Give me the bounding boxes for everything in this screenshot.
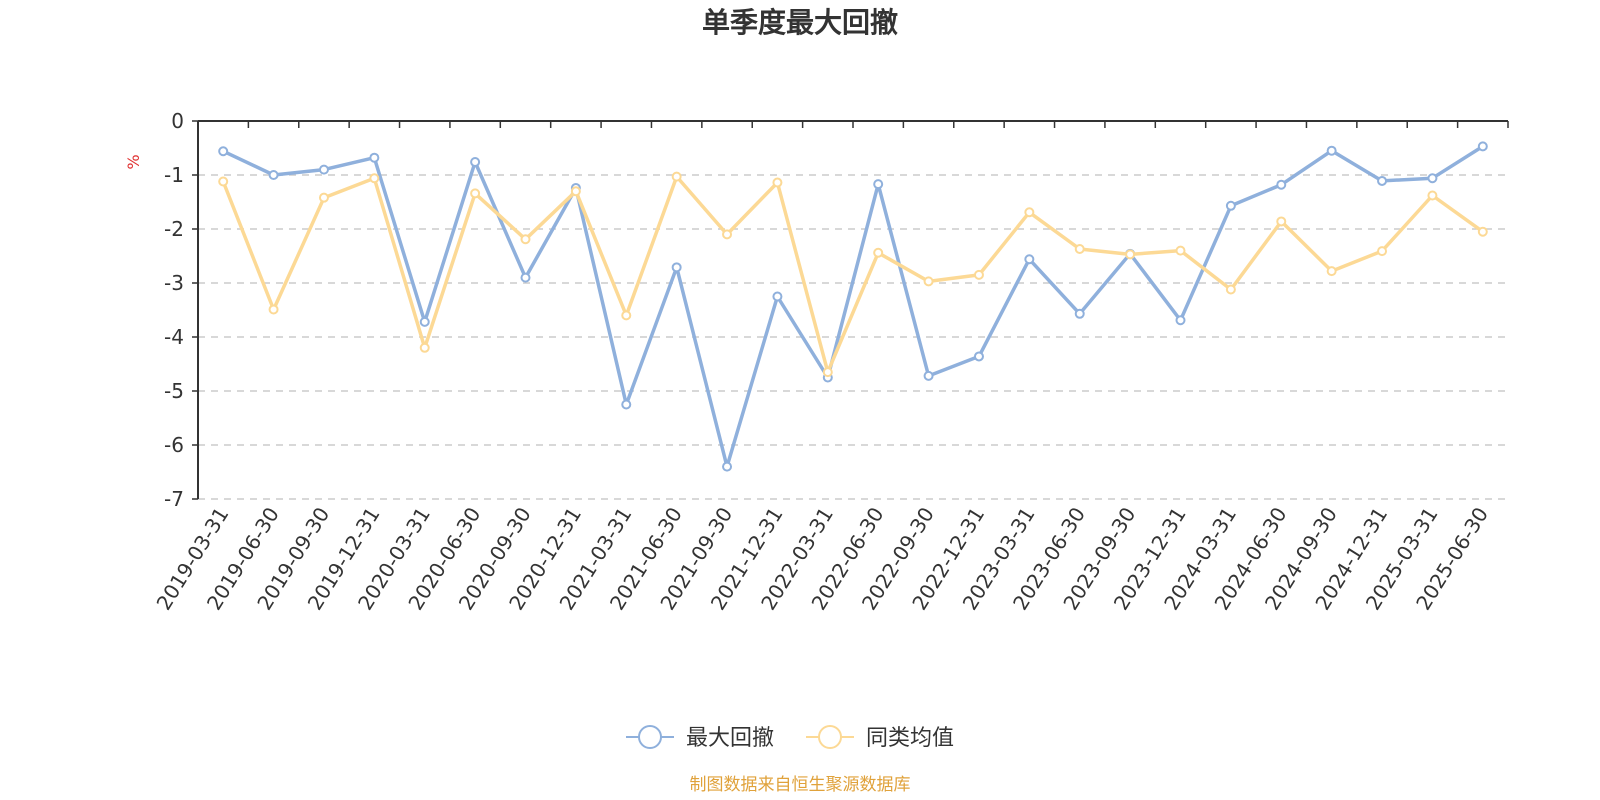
data-point [1276, 216, 1287, 227]
data-source-note: 制图数据来自恒生聚源数据库 [690, 775, 911, 795]
data-point [419, 316, 430, 327]
legend[interactable]: 最大回撤 同类均值 [626, 725, 954, 751]
data-point [318, 164, 329, 175]
legend-marker [638, 725, 662, 749]
data-point [1175, 245, 1186, 256]
data-point [772, 291, 783, 302]
data-point [218, 176, 229, 187]
data-point [772, 177, 783, 188]
data-point [1326, 266, 1337, 277]
data-point [1125, 249, 1136, 260]
data-point [671, 171, 682, 182]
y-tick-label: -4 [164, 325, 184, 349]
data-point [1225, 200, 1236, 211]
y-axis-unit: % [124, 154, 143, 169]
y-tick-label: -3 [164, 271, 184, 295]
data-point [1074, 308, 1085, 319]
y-tick-label: -6 [164, 433, 184, 457]
legend-label: 最大回撤 [686, 726, 774, 751]
data-point [621, 310, 632, 321]
data-point [1225, 284, 1236, 295]
data-point [973, 351, 984, 362]
data-point [520, 234, 531, 245]
series-2 [218, 171, 1488, 378]
series-line [222, 144, 1484, 469]
data-point [1024, 254, 1035, 265]
data-point [671, 262, 682, 273]
y-tick-label: -2 [164, 217, 184, 241]
data-point [268, 304, 279, 315]
data-point [1377, 175, 1388, 186]
legend-label: 同类均值 [866, 726, 954, 751]
data-point [822, 367, 833, 378]
data-point [369, 173, 380, 184]
data-point [1377, 246, 1388, 257]
data-point [218, 146, 229, 157]
data-point [722, 461, 733, 472]
series-1 [218, 141, 1488, 472]
legend-item-2[interactable]: 同类均值 [806, 725, 954, 751]
data-point [1175, 315, 1186, 326]
data-point [570, 186, 581, 197]
data-point [1326, 145, 1337, 156]
series-lines [218, 141, 1488, 472]
data-point [1276, 179, 1287, 190]
legend-item-1[interactable]: 最大回撤 [626, 725, 774, 751]
data-point [1427, 190, 1438, 201]
data-point [923, 370, 934, 381]
y-tick-label: -7 [164, 487, 184, 511]
data-point [470, 188, 481, 199]
data-point [1477, 141, 1488, 152]
data-point [873, 179, 884, 190]
legend-marker [818, 725, 842, 749]
series-line [221, 174, 1484, 374]
data-point [520, 272, 531, 283]
data-point [621, 399, 632, 410]
data-point [369, 152, 380, 163]
chart-title: 单季度最大回撤 [702, 6, 898, 39]
data-point [1427, 173, 1438, 184]
y-tick-label: 0 [171, 109, 184, 133]
data-point [973, 269, 984, 280]
data-point [722, 229, 733, 240]
y-tick-label: -5 [164, 379, 184, 403]
data-point [1024, 207, 1035, 218]
data-point [1074, 243, 1085, 254]
data-point [419, 342, 430, 353]
data-point [470, 157, 481, 168]
data-point [268, 170, 279, 180]
data-point [318, 192, 329, 203]
data-point [1477, 226, 1488, 237]
y-tick-label: -1 [164, 163, 184, 187]
data-point [923, 276, 934, 287]
data-point [873, 247, 884, 258]
